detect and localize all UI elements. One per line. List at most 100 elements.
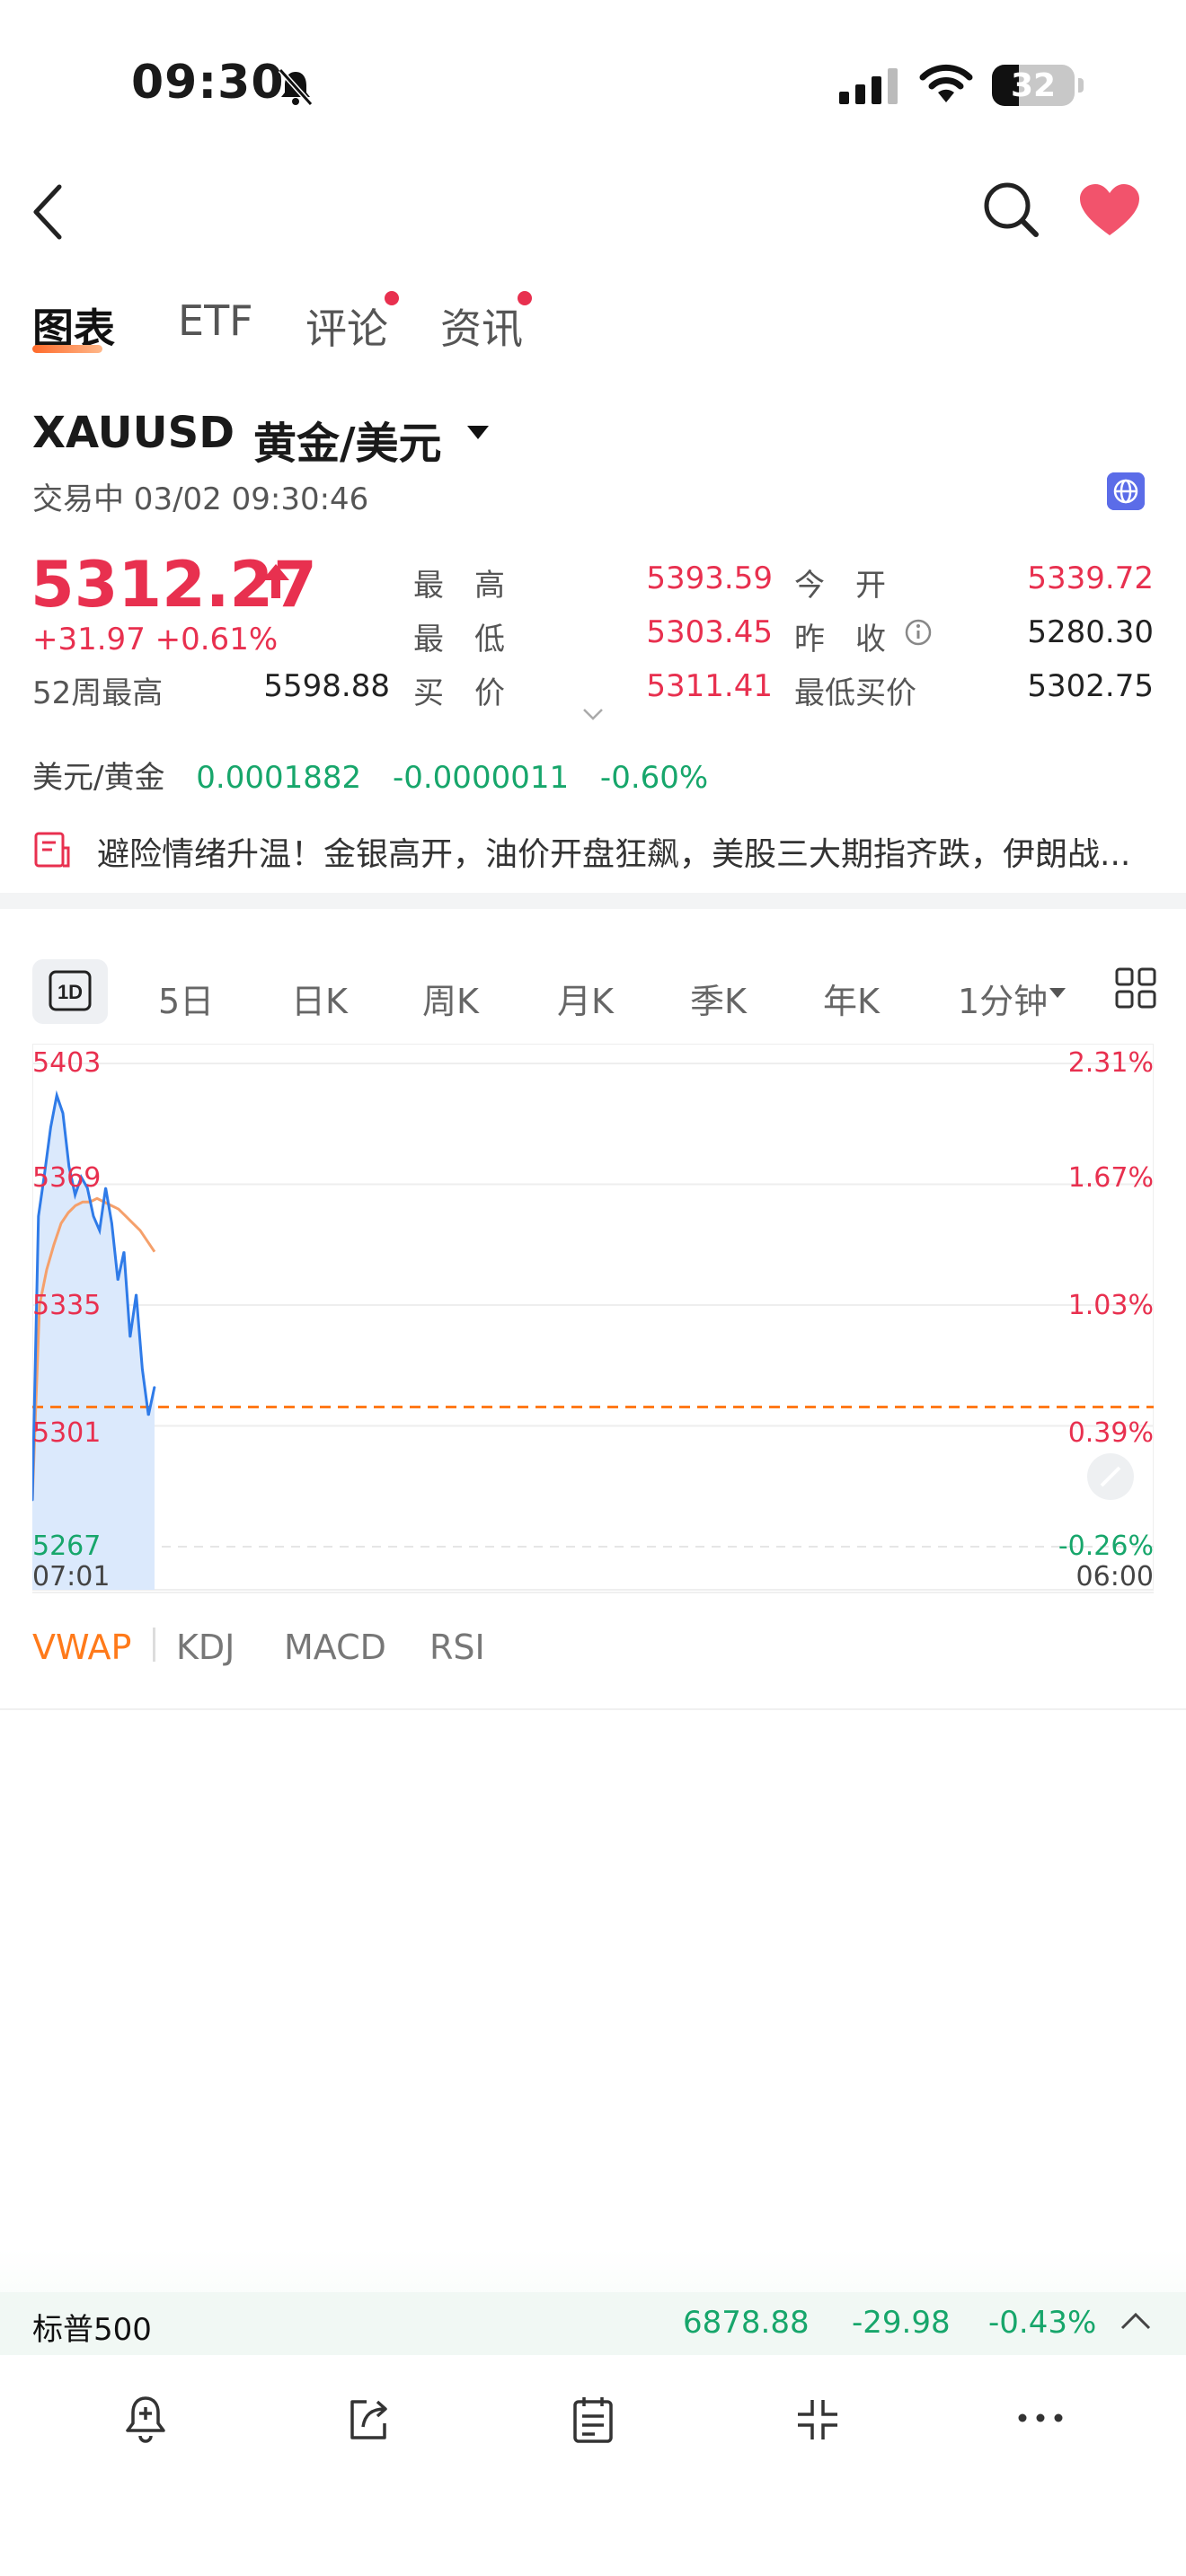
grid-layout-icon[interactable] [1114, 966, 1157, 1010]
price-up-arrow-icon [262, 564, 289, 598]
share-icon[interactable] [343, 2393, 394, 2447]
cross-rate-label: 美元/黄金 [32, 760, 165, 796]
x-tick-end: 06:00 [1075, 1561, 1154, 1592]
bottom-toolbar [0, 2355, 1186, 2576]
more-icon[interactable] [1015, 2393, 1066, 2447]
price-point-20 [154, 1386, 155, 1388]
cross-rate-row: 美元/黄金 0.0001882 -0.0000011 -0.60% [32, 753, 708, 797]
price-point-13 [111, 1222, 113, 1224]
price-point-19 [147, 1414, 149, 1416]
y-tick-left-3: 5301 [32, 1417, 102, 1449]
indicator-rsi[interactable]: RSI [429, 1628, 485, 1667]
open-value: 5339.72 [1027, 560, 1154, 596]
active-tab-indicator [32, 345, 102, 353]
wifi-icon [919, 64, 973, 102]
price-point-18 [141, 1368, 144, 1371]
prev-close-value: 5280.30 [1027, 614, 1154, 650]
tab-news[interactable]: 资讯 [440, 304, 523, 353]
tab-comments[interactable]: 评论 [305, 304, 388, 353]
period-tab-quarterly[interactable]: 季K [690, 982, 747, 1021]
period-tab-5d[interactable]: 5日 [158, 982, 215, 1021]
notes-icon[interactable] [568, 2393, 618, 2447]
price-point-15 [123, 1250, 125, 1253]
price-point-16 [129, 1336, 131, 1338]
price-point-1 [38, 1215, 40, 1217]
period-tab-1min[interactable]: 1分钟 [958, 982, 1049, 1021]
symbol-name[interactable]: 黄金/美元 [253, 419, 442, 469]
price-point-9 [86, 1187, 88, 1189]
period-tab-daily[interactable]: 日K [291, 982, 348, 1021]
y-tick-right-0: 2.31% [1067, 1047, 1154, 1079]
symbol-dropdown-icon[interactable] [467, 426, 489, 439]
price-point-6 [68, 1165, 70, 1168]
high-label: 最 高 [413, 568, 505, 604]
chevron-up-icon[interactable] [1120, 2310, 1152, 2332]
period-tab-yearly[interactable]: 年K [823, 982, 880, 1021]
period-tab-monthly[interactable]: 月K [557, 982, 614, 1021]
price-point-2 [43, 1172, 46, 1175]
cellular-signal-icon [839, 68, 898, 104]
price-point-3 [49, 1126, 52, 1129]
expand-chevron-icon[interactable] [582, 708, 604, 722]
ticker-name: 标普500 [32, 2312, 152, 2348]
price-alert-icon[interactable] [120, 2393, 171, 2447]
indicator-vwap[interactable]: VWAP [32, 1628, 132, 1667]
ticker-change: -29.98 [852, 2305, 951, 2341]
back-arrow-icon[interactable] [31, 183, 66, 241]
price-point-0 [32, 1499, 33, 1502]
week52-high-value: 5598.88 [263, 668, 390, 704]
indicator-kdj[interactable]: KDJ [176, 1628, 235, 1667]
min-bid-label: 最低买价 [794, 675, 916, 711]
chart-bottom-rule [32, 1592, 1154, 1593]
fullscreen-chart-button[interactable] [1087, 1453, 1134, 1500]
bid-value: 5311.41 [646, 668, 773, 704]
bell-muted-icon [278, 67, 314, 107]
cross-rate-value: 0.0001882 [196, 760, 362, 796]
price-point-5 [62, 1112, 64, 1115]
x-tick-start: 07:01 [32, 1561, 111, 1592]
week52-high-label: 52周最高 [32, 675, 164, 711]
ticker-pct: -0.43% [988, 2305, 1097, 2341]
y-tick-right-4: -0.26% [1058, 1531, 1154, 1562]
intraday-chart[interactable] [32, 1044, 1154, 1593]
cross-rate-change: -0.0000011 [392, 760, 570, 796]
globe-icon[interactable] [1107, 472, 1145, 510]
battery-icon: 32 [992, 65, 1084, 106]
ticker-price: 6878.88 [683, 2305, 810, 2341]
y-tick-left-1: 5369 [32, 1162, 102, 1194]
info-icon[interactable] [904, 618, 933, 647]
chart-frame [32, 1044, 1154, 1591]
y-tick-left-4: 5267 [32, 1531, 102, 1562]
tab-etf[interactable]: ETF [178, 296, 253, 345]
y-tick-left-2: 5335 [32, 1290, 102, 1321]
period-tab-weekly[interactable]: 周K [422, 982, 479, 1021]
bid-label: 买 价 [413, 675, 505, 711]
y-tick-right-2: 1.03% [1067, 1290, 1154, 1321]
index-ticker-bar[interactable] [0, 2292, 1186, 2355]
price-point-7 [74, 1194, 76, 1196]
y-tick-right-1: 1.67% [1067, 1162, 1154, 1194]
min-bid-value: 5302.75 [1027, 668, 1154, 704]
high-value: 5393.59 [646, 560, 773, 596]
battery-level: 32 [1010, 67, 1057, 104]
last-price: 5312.27 [31, 548, 317, 622]
price-point-10 [93, 1215, 94, 1217]
calendar-1d-icon: 1D [49, 970, 92, 1011]
price-point-17 [135, 1293, 137, 1295]
vwap-line [32, 1196, 156, 1501]
search-icon[interactable] [981, 180, 1040, 239]
y-tick-left-0: 5403 [32, 1047, 102, 1079]
collapse-icon[interactable] [792, 2393, 843, 2447]
cross-rate-pct: -0.60% [599, 760, 709, 796]
section-divider [0, 893, 1186, 909]
favorite-heart-icon[interactable] [1078, 183, 1141, 237]
indicator-macd[interactable]: MACD [284, 1628, 386, 1667]
period-1d-label: 1D [58, 981, 83, 1003]
price-point-14 [117, 1279, 119, 1282]
price-change: +31.97 +0.61% [32, 622, 279, 657]
status-time: 09:30 [131, 56, 285, 110]
period-tab-1d[interactable]: 1D [32, 959, 108, 1024]
comments-badge-dot [385, 291, 399, 305]
news-headline[interactable]: 避险情绪升温！金银高开，油价开盘狂飙，美股三大期指齐跌，伊朗战... [97, 836, 1131, 873]
interval-dropdown-icon[interactable] [1049, 988, 1066, 998]
